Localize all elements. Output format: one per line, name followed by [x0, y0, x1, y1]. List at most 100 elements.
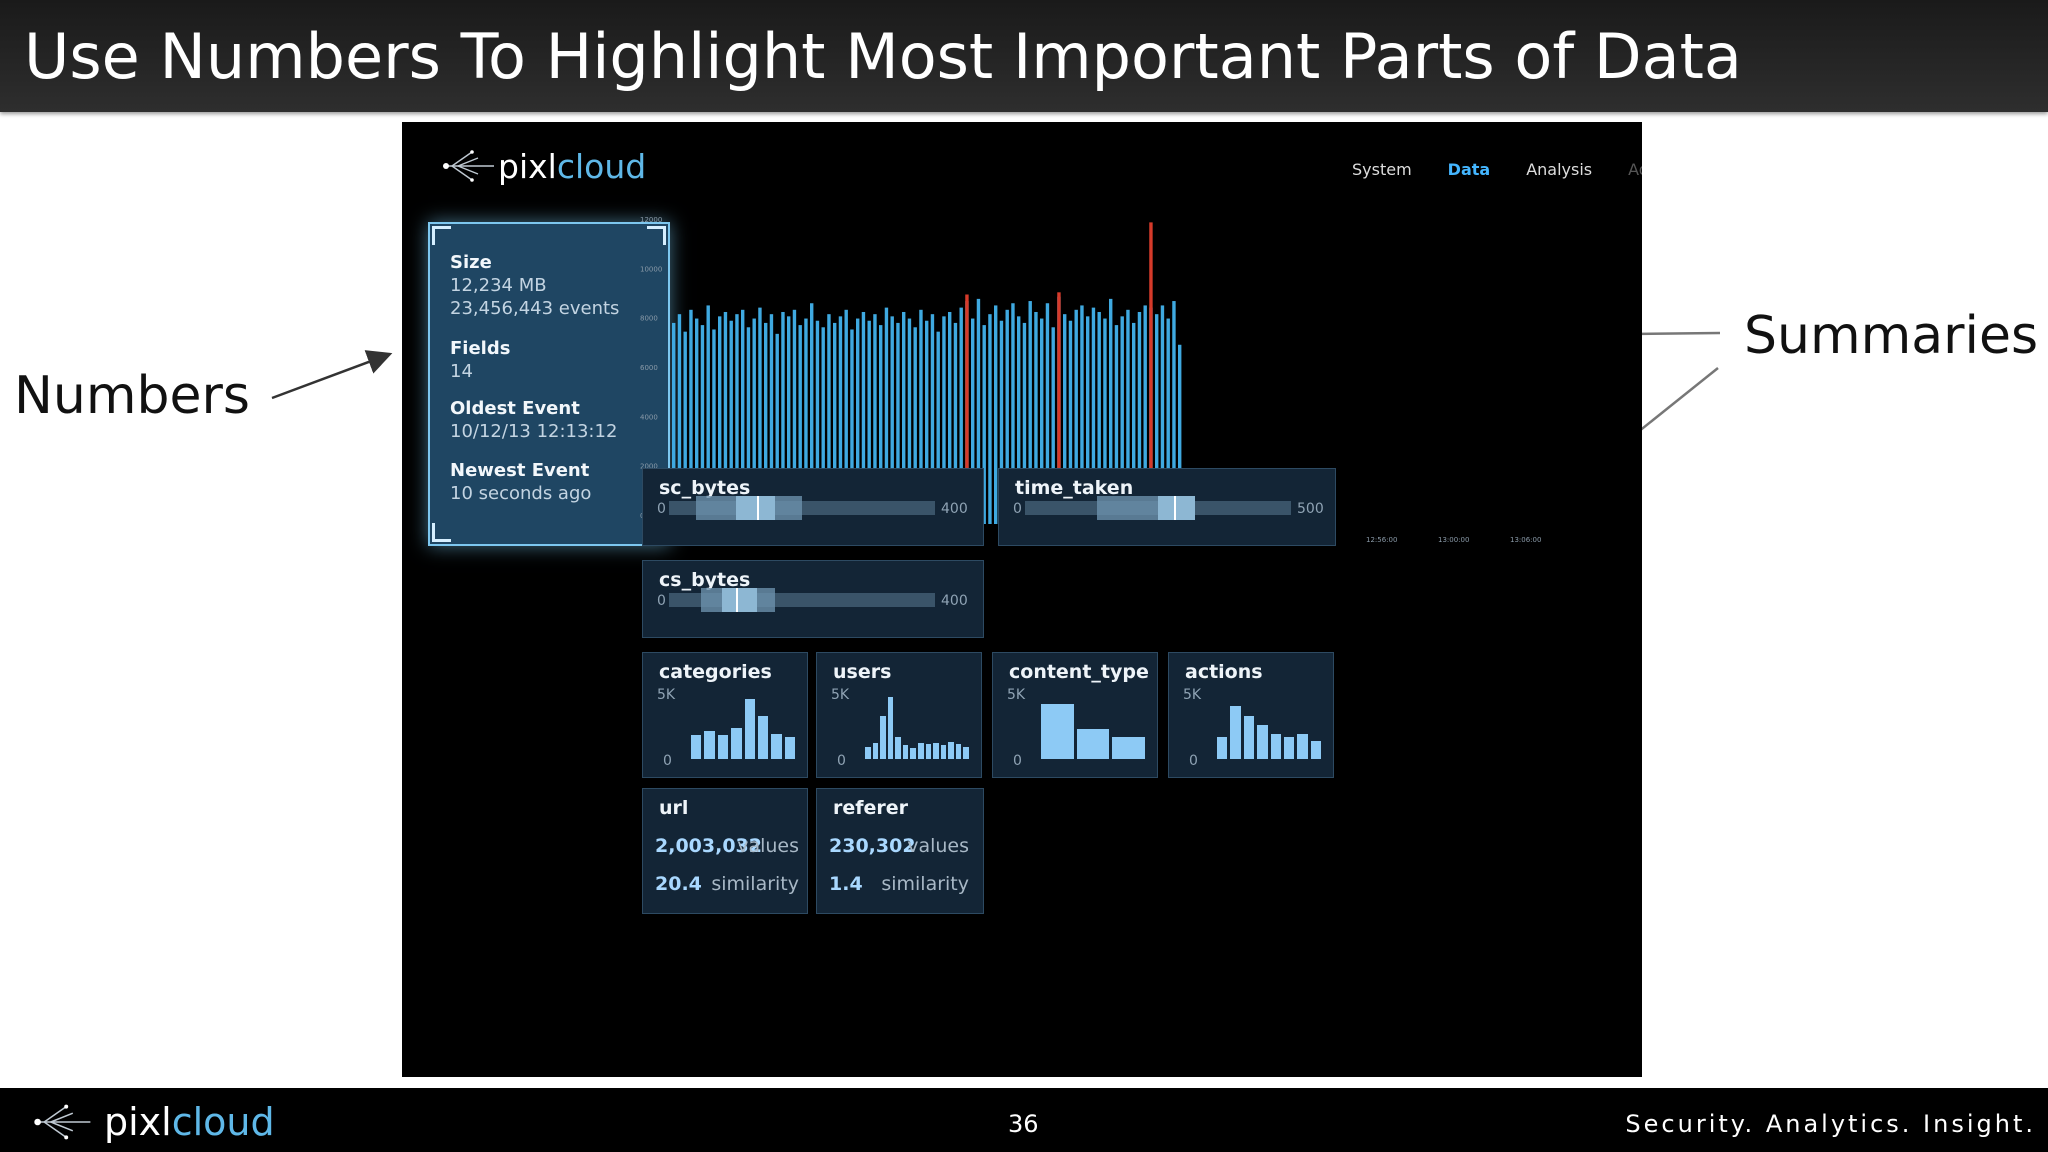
histogram-bar: [1310, 741, 1321, 759]
panel-title: users: [833, 661, 892, 683]
timeline-bar: [1080, 305, 1084, 524]
timeline-bar: [1126, 309, 1130, 524]
timeline-bar: [741, 309, 745, 524]
numeric-panel-url[interactable]: url 2,003,032 values 20.4 similarity: [642, 788, 808, 914]
histogram-panel-content-type[interactable]: content_type 5K 0: [992, 652, 1158, 778]
panel-title: url: [659, 797, 689, 819]
timeline-bar: [764, 322, 768, 524]
nav-system[interactable]: System: [1352, 160, 1412, 179]
timeline-bar: [1074, 309, 1078, 524]
range-max: 400: [941, 593, 968, 609]
histogram-bar: [963, 746, 969, 759]
timeline-highlight-bar: [965, 294, 969, 524]
histogram-bar: [1257, 724, 1268, 759]
range-min: 0: [1013, 501, 1022, 517]
y-max-label: 5K: [1007, 687, 1026, 703]
app-screenshot: pixlcloud System Data Analysis Adm Size …: [402, 122, 1642, 1077]
histogram-bar: [1041, 704, 1074, 759]
values-label: values: [737, 835, 799, 857]
timeline-bar: [735, 314, 739, 524]
y-tick-label: 6000: [640, 364, 658, 372]
numbers-arrow: [271, 350, 393, 400]
range-panel-sc-bytes[interactable]: sc_bytes 0 400: [642, 468, 984, 546]
timeline-bar: [781, 311, 785, 524]
timeline-bar: [1086, 316, 1090, 524]
panel-title: actions: [1185, 661, 1263, 683]
timeline-bar: [1137, 311, 1142, 524]
histogram-bar: [865, 746, 871, 759]
y-tick-label: 4000: [640, 413, 658, 421]
timeline-bar: [1005, 309, 1009, 524]
histogram-bar: [1112, 736, 1145, 759]
stat-size: Size 12,234 MB 23,456,443 events: [450, 252, 619, 319]
timeline-bar: [1040, 318, 1044, 524]
timeline-bar: [827, 314, 831, 524]
timeline-bar: [758, 307, 762, 524]
timeline-bar: [890, 316, 894, 524]
timeline-bar: [867, 320, 871, 524]
timeline-bar: [844, 309, 848, 524]
range-max: 400: [941, 501, 968, 517]
numeric-panel-referer[interactable]: referer 230,302 values 1.4 similarity: [816, 788, 984, 914]
panel-title: cs_bytes: [659, 569, 751, 591]
size-events: 23,456,443 events: [450, 298, 620, 319]
histogram-panel-actions[interactable]: actions 5K 0: [1168, 652, 1334, 778]
histogram-bar: [1076, 728, 1110, 759]
histogram-panel-users[interactable]: users 5K 0: [816, 652, 982, 778]
timeline-bar: [1022, 322, 1027, 524]
timeline-bar: [1068, 320, 1073, 524]
timeline-bar: [988, 314, 992, 524]
timeline-bar: [1045, 303, 1050, 524]
timeline-bar: [695, 318, 699, 524]
similarity-value: 1.4: [829, 873, 863, 895]
fields-value: 14: [450, 361, 473, 382]
values-count: 2,003,032: [655, 835, 762, 857]
timeline-bar: [1172, 301, 1176, 524]
timeline-bar: [1109, 298, 1113, 524]
histogram-bars: [865, 697, 969, 759]
histogram-bar: [948, 741, 954, 759]
histogram-bar: [887, 697, 894, 759]
summaries-callout: Summaries: [1744, 306, 2039, 366]
timeline-bar: [752, 318, 756, 524]
y-tick-label: 10000: [640, 265, 662, 273]
y-min-label: 0: [663, 753, 672, 769]
timeline-bar: [994, 305, 998, 524]
nav-data[interactable]: Data: [1447, 160, 1491, 179]
y-max-label: 5K: [657, 687, 676, 703]
nav-analysis[interactable]: Analysis: [1526, 160, 1593, 179]
histogram-panel-categories[interactable]: categories 5K 0: [642, 652, 808, 778]
y-max-label: 5K: [1183, 687, 1202, 703]
timeline-bar: [712, 329, 716, 524]
timeline-bar: [1160, 305, 1165, 524]
histogram-bar: [917, 742, 924, 759]
timeline-bar: [706, 305, 710, 524]
range-min: 0: [657, 501, 666, 517]
timeline-bar: [1143, 305, 1147, 524]
timeline-bar: [1132, 322, 1136, 524]
histogram-bar: [940, 745, 947, 759]
histogram-bars: [1041, 704, 1145, 759]
timeline-bar: [810, 303, 814, 524]
timeline-bar: [971, 318, 975, 524]
histogram-bar: [1243, 716, 1255, 759]
numbers-callout: Numbers: [14, 366, 250, 426]
similarity-label: similarity: [711, 873, 799, 895]
timeline-bar: [769, 314, 774, 524]
panel-title: referer: [833, 797, 909, 819]
y-tick-label: 8000: [640, 315, 658, 323]
timeline-bar: [1178, 344, 1182, 524]
timeline-bar: [718, 316, 722, 524]
nav-admin[interactable]: Adm: [1628, 160, 1642, 179]
range-panel-time-taken[interactable]: time_taken 0 500: [998, 468, 1336, 546]
timeline-bar: [677, 314, 682, 524]
timeline-bar: [1063, 314, 1067, 524]
timeline-bar: [821, 327, 825, 524]
top-nav: System Data Analysis Adm: [1352, 160, 1642, 179]
timeline-bar: [953, 322, 958, 524]
range-panel-cs-bytes[interactable]: cs_bytes 0 400: [642, 560, 984, 638]
histogram-bar: [757, 716, 769, 759]
timeline-highlight-bar: [1057, 292, 1061, 524]
histogram-bar: [771, 733, 782, 759]
histogram-bars: [691, 698, 795, 759]
